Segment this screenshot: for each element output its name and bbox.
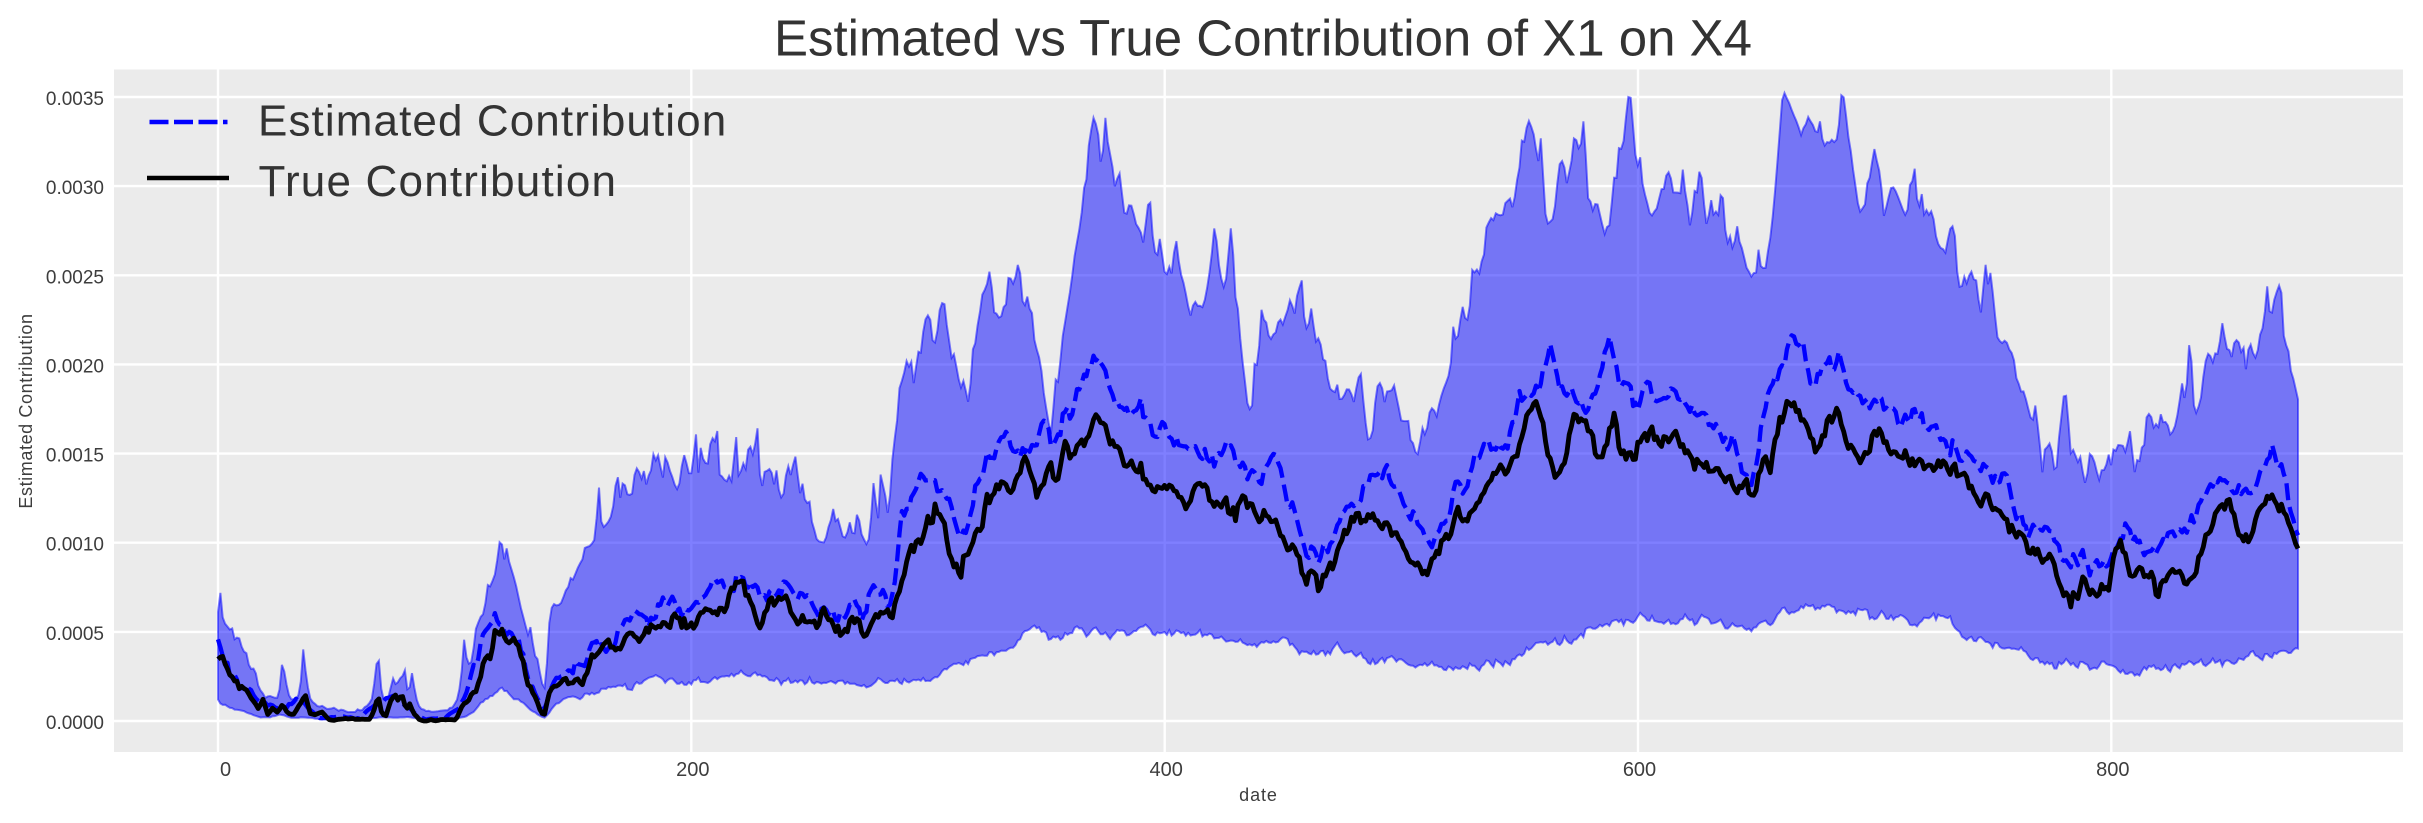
- svg-text:Estimated vs True Contribution: Estimated vs True Contribution of X1 on …: [774, 10, 1752, 67]
- svg-text:0.0015: 0.0015: [46, 446, 104, 467]
- svg-text:True Contribution: True Contribution: [259, 157, 618, 206]
- svg-text:0: 0: [220, 759, 231, 781]
- svg-text:0.0025: 0.0025: [46, 267, 104, 288]
- svg-text:0.0035: 0.0035: [46, 89, 104, 110]
- svg-text:0.0030: 0.0030: [46, 178, 104, 199]
- svg-text:Estimated Contribution: Estimated Contribution: [258, 97, 727, 146]
- svg-text:0.0000: 0.0000: [46, 713, 104, 734]
- svg-text:date: date: [1239, 785, 1278, 805]
- svg-text:Estimated Contribution: Estimated Contribution: [16, 313, 36, 508]
- svg-text:0.0005: 0.0005: [46, 624, 104, 645]
- svg-text:200: 200: [676, 759, 709, 781]
- svg-text:400: 400: [1150, 759, 1183, 781]
- svg-text:0.0010: 0.0010: [46, 535, 104, 556]
- svg-text:800: 800: [2096, 759, 2129, 781]
- svg-text:0.0020: 0.0020: [46, 356, 104, 377]
- svg-text:600: 600: [1623, 759, 1656, 781]
